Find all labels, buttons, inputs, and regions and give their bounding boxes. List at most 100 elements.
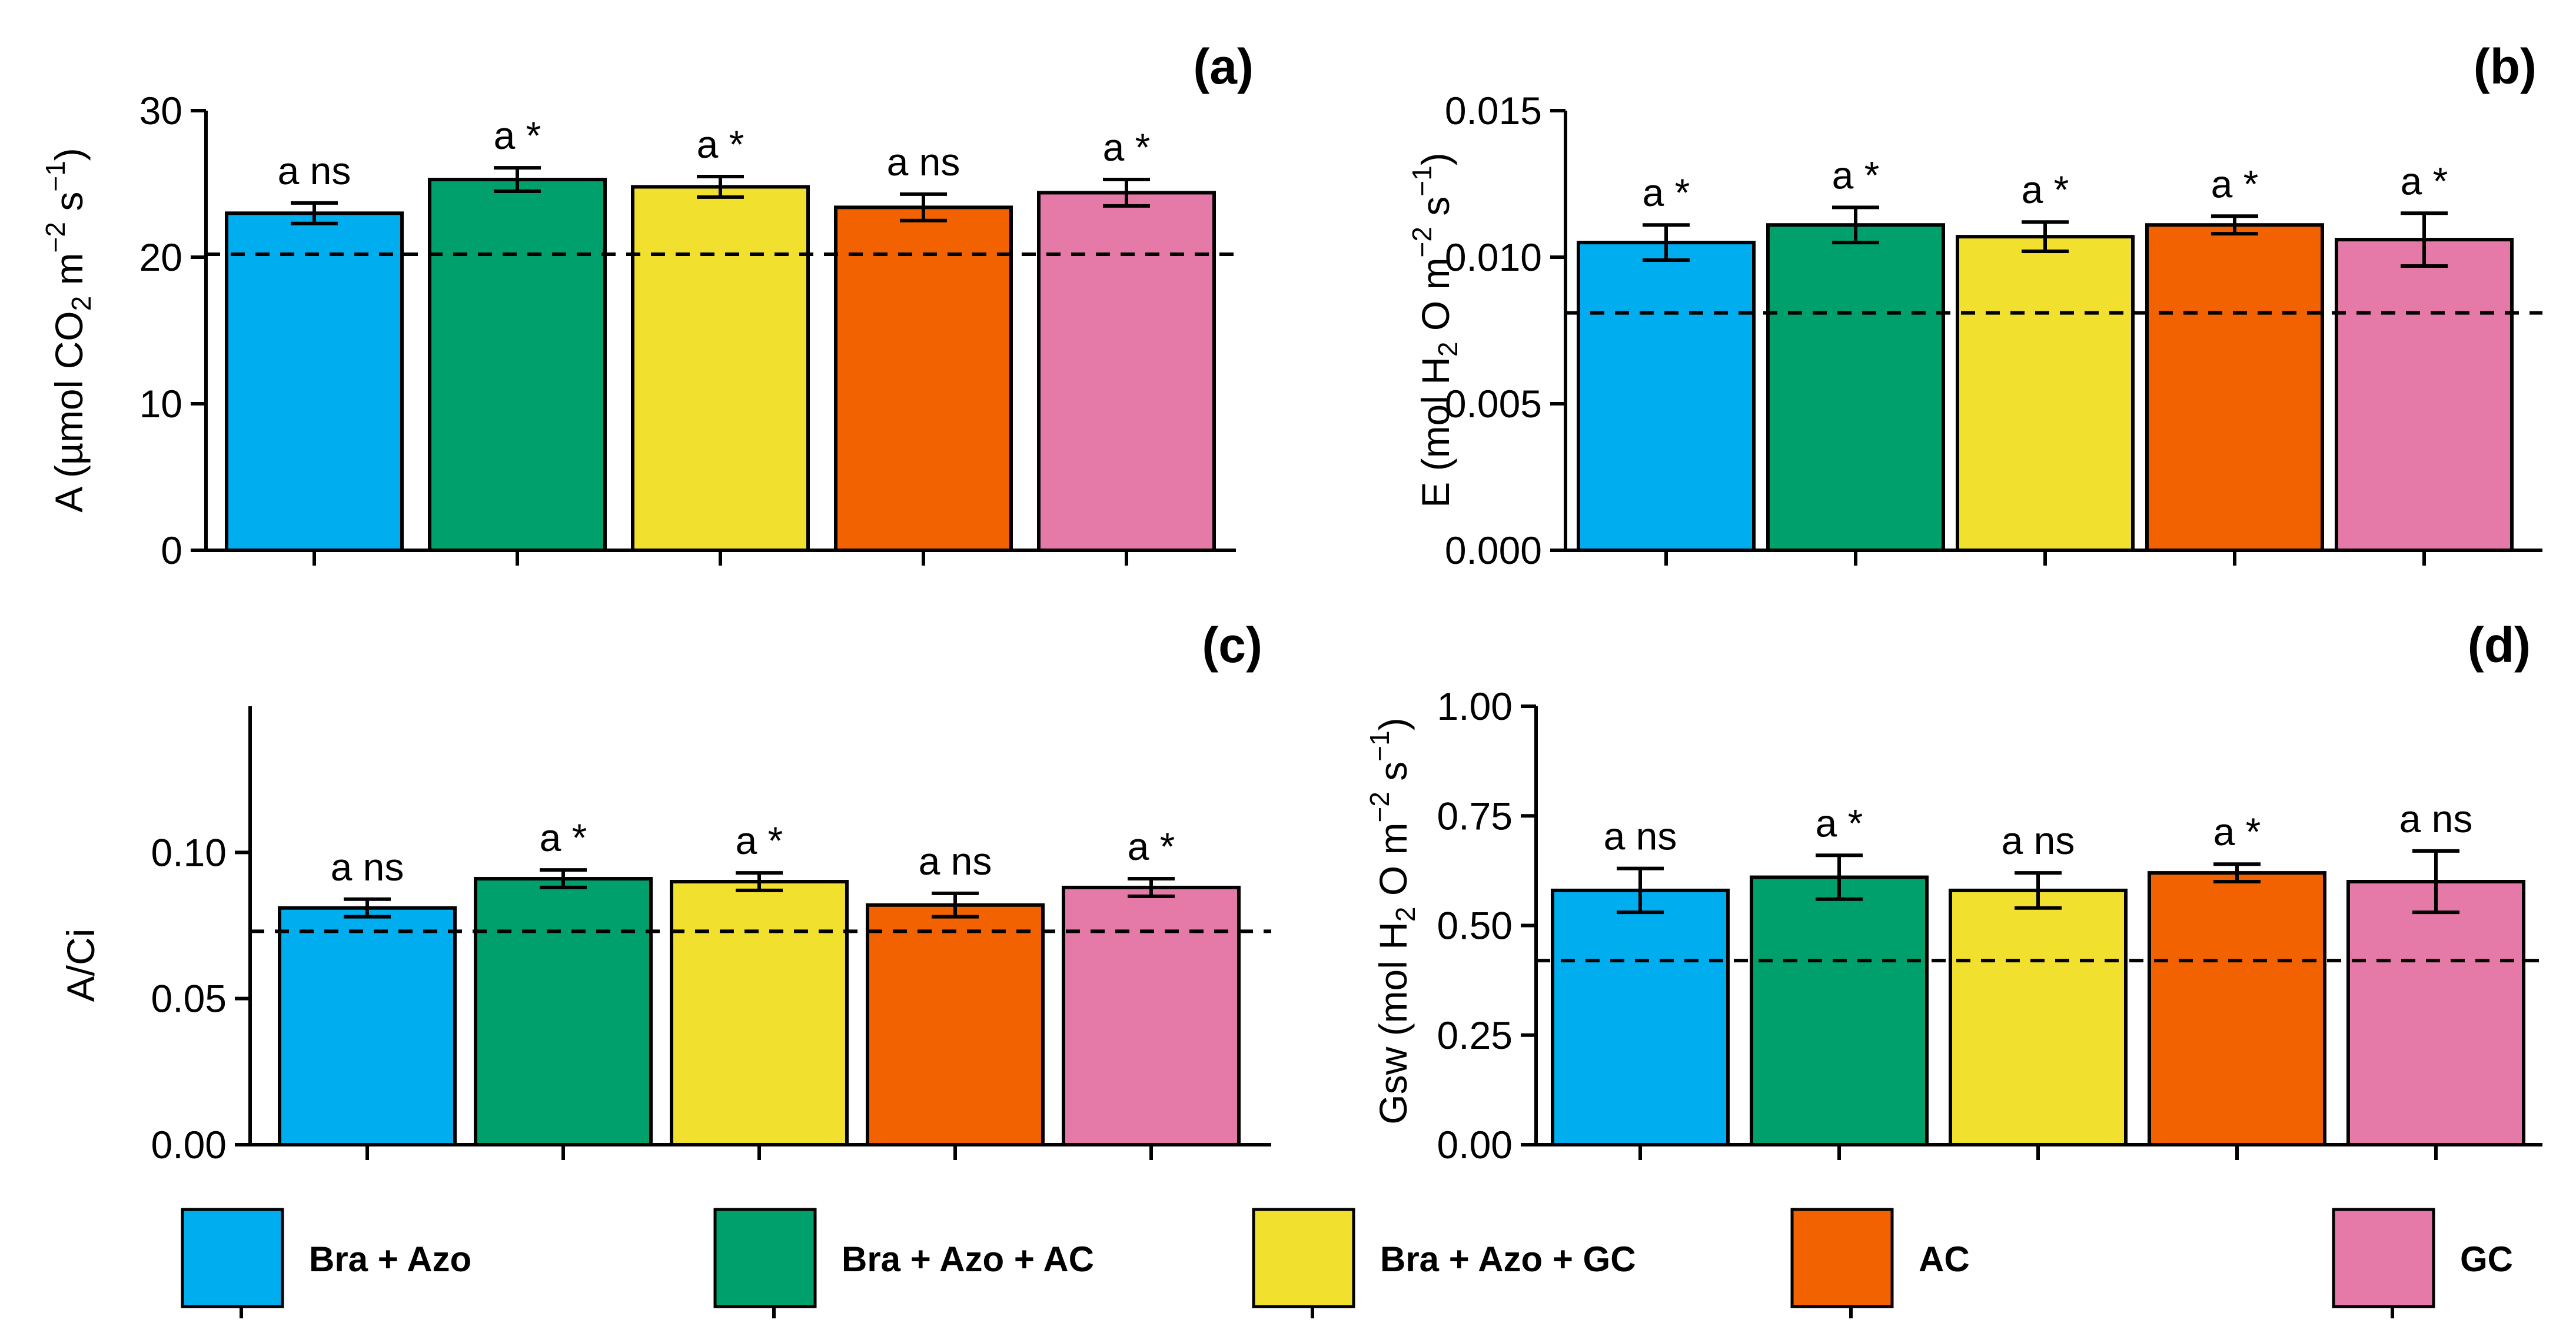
error-bar bbox=[1617, 866, 1664, 915]
bar bbox=[1577, 241, 1756, 553]
bar bbox=[2335, 238, 2514, 552]
significance-label: a * bbox=[2213, 810, 2261, 853]
significance-label: a ns bbox=[331, 845, 404, 889]
panel-1: 0.000 0.005 0.010 0.015 E (mol H2 O m−2 s−1)… bbox=[1407, 39, 2542, 572]
significance-label: a * bbox=[2401, 159, 2448, 202]
bar bbox=[1949, 888, 2128, 1147]
significance-label: a * bbox=[494, 114, 541, 157]
error-bar bbox=[736, 871, 783, 892]
error-bar bbox=[1128, 877, 1175, 898]
error-bar bbox=[932, 891, 979, 919]
significance-label: a * bbox=[697, 122, 744, 166]
y-axis-label: A/Ci bbox=[59, 929, 102, 1002]
error-bar bbox=[2015, 871, 2062, 910]
panel-tag: (a) bbox=[1193, 39, 1254, 94]
y-axis-label: E (mol H2 O m−2 s−1) bbox=[1407, 152, 1463, 508]
error-bar bbox=[900, 192, 947, 222]
error-bar bbox=[344, 897, 391, 919]
legend-swatch bbox=[713, 1208, 817, 1308]
significance-label: a * bbox=[1643, 171, 1690, 214]
significance-label: a ns bbox=[887, 140, 960, 184]
error-bar bbox=[540, 868, 587, 889]
bar bbox=[474, 877, 653, 1146]
y-tick-label: 0.50 bbox=[1437, 904, 1513, 948]
error-bar bbox=[1816, 853, 1863, 901]
error-bar bbox=[2412, 849, 2459, 915]
significance-label: a * bbox=[736, 819, 783, 862]
bar bbox=[670, 880, 849, 1146]
bar bbox=[631, 185, 810, 553]
legend-label: Bra + Azo + GC bbox=[1380, 1239, 1636, 1279]
bar bbox=[1956, 235, 2135, 552]
bar bbox=[2346, 880, 2525, 1146]
significance-label: a * bbox=[1103, 125, 1151, 169]
legend-swatch bbox=[1252, 1208, 1355, 1308]
significance-label: a * bbox=[1832, 153, 1880, 197]
significance-label: a ns bbox=[2002, 819, 2075, 862]
y-tick-label: 0.00 bbox=[151, 1123, 227, 1166]
error-bar bbox=[2401, 211, 2448, 268]
y-tick-label: 0.75 bbox=[1437, 794, 1513, 838]
bar bbox=[866, 903, 1045, 1146]
significance-label: a ns bbox=[2399, 797, 2473, 840]
y-tick-label: 0.10 bbox=[151, 830, 227, 874]
y-tick-label: 10 bbox=[139, 382, 182, 426]
bar bbox=[1750, 875, 1929, 1147]
y-tick-label: 0.015 bbox=[1445, 89, 1542, 132]
y-tick-label: 0.005 bbox=[1445, 382, 1542, 426]
bar bbox=[278, 906, 457, 1146]
legend-label: AC bbox=[1919, 1239, 1970, 1279]
bar bbox=[834, 205, 1013, 552]
bar bbox=[2145, 223, 2324, 553]
error-bar bbox=[2211, 214, 2258, 236]
legend-label: Bra + Azo bbox=[309, 1239, 471, 1279]
significance-label: a ns bbox=[278, 149, 351, 192]
error-bar bbox=[494, 166, 541, 193]
legend-swatch bbox=[2332, 1208, 2435, 1308]
y-tick-label: 0.010 bbox=[1445, 235, 1542, 279]
significance-label: a * bbox=[540, 816, 587, 859]
error-bar bbox=[2022, 220, 2069, 254]
error-bar bbox=[1643, 223, 1690, 262]
bar bbox=[1037, 191, 1216, 552]
bar bbox=[2148, 871, 2326, 1146]
significance-label: a ns bbox=[1604, 815, 1677, 858]
y-tick-label: 20 bbox=[139, 235, 182, 279]
significance-label: a * bbox=[2211, 162, 2259, 205]
panel-2: 0.00 0.05 0.10 A/Ci (c) a ns a * a * a ns a * bbox=[59, 617, 1271, 1166]
y-tick-label: 1.00 bbox=[1437, 684, 1513, 728]
bar bbox=[1062, 885, 1241, 1147]
panel-tag: (b) bbox=[2474, 39, 2537, 94]
legend: Bra + Azo Bra + Azo + AC Bra + Azo + GC AC G… bbox=[181, 1208, 2513, 1318]
panel-tag: (d) bbox=[2468, 617, 2531, 673]
significance-label: a * bbox=[2022, 168, 2069, 211]
significance-label: a * bbox=[1816, 801, 1863, 845]
significance-label: a * bbox=[1128, 825, 1175, 868]
legend-swatch bbox=[1790, 1208, 1894, 1308]
legend-swatch bbox=[181, 1208, 284, 1308]
error-bar bbox=[1832, 205, 1879, 245]
legend-label: GC bbox=[2460, 1239, 2513, 1279]
y-tick-label: 0.05 bbox=[151, 977, 227, 1021]
legend-label: Bra + Azo + AC bbox=[842, 1239, 1094, 1279]
y-axis-label: A (µmol CO2 m−2 s−1) bbox=[40, 148, 97, 513]
bar bbox=[1766, 223, 1945, 553]
bar bbox=[1551, 888, 1730, 1147]
significance-label: a ns bbox=[919, 839, 992, 883]
y-tick-label: 0 bbox=[161, 529, 182, 572]
y-tick-label: 0.25 bbox=[1437, 1013, 1513, 1057]
bar bbox=[225, 211, 404, 552]
y-tick-label: 0.000 bbox=[1445, 529, 1542, 572]
y-tick-label: 30 bbox=[139, 89, 182, 132]
error-bar bbox=[291, 201, 338, 225]
panel-3: 0.00 0.25 0.50 0.75 1.00 Gsw (mol H2 O m−2 s−… bbox=[1364, 617, 2542, 1166]
bar bbox=[428, 178, 607, 552]
panel-tag: (c) bbox=[1202, 617, 1262, 673]
y-tick-label: 0.00 bbox=[1437, 1123, 1513, 1166]
error-bar bbox=[2213, 862, 2261, 883]
y-axis-label: Gsw (mol H2 O m−2 s−1) bbox=[1364, 717, 1421, 1125]
error-bar bbox=[1103, 178, 1150, 208]
panel-0: 0 10 20 30 A (µmol CO2 m−2 s−1) (a) a ns a * a *… bbox=[40, 39, 1254, 572]
error-bar bbox=[697, 175, 744, 199]
